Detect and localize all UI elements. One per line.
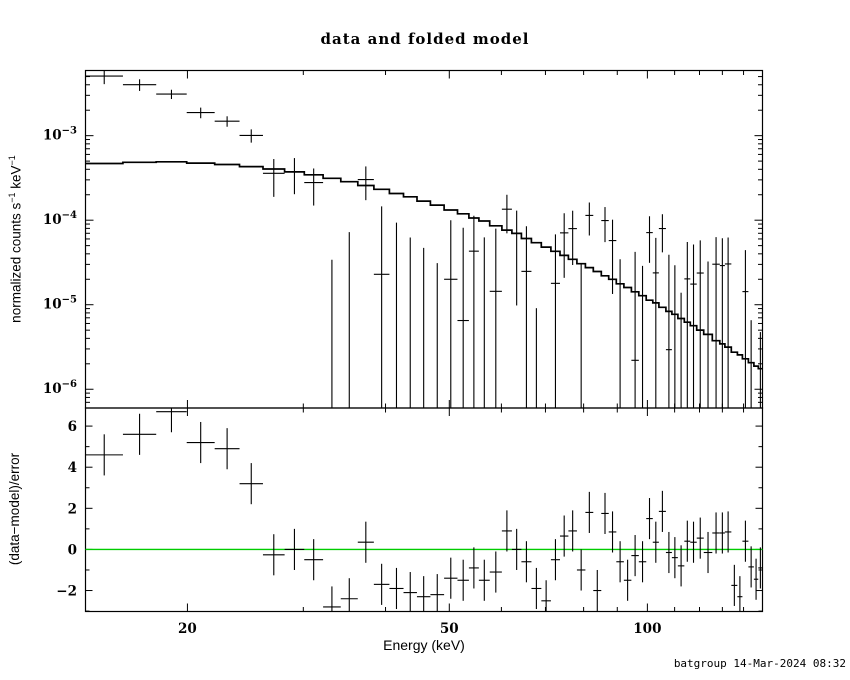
x-tick-label: 50 <box>440 621 459 637</box>
y2-tick-label: 4 <box>68 460 77 476</box>
y2-tick-label: 0 <box>68 542 77 558</box>
x-tick-label: 100 <box>633 621 661 637</box>
timestamp-stamp: batgroup 14-Mar-2024 08:32 <box>673 657 846 670</box>
y1-tick-label: 10−6 <box>43 379 77 397</box>
x-ticks-group: 20 50 100 <box>178 70 745 637</box>
y2-tick-label: −2 <box>56 584 77 600</box>
model-step-line <box>85 160 763 370</box>
y1-label-mid: keV <box>8 165 24 193</box>
y-axis-label-residuals: (data−model)/error <box>7 452 22 566</box>
y1-tick-label: 10−5 <box>43 295 77 313</box>
residuals-group <box>85 408 763 612</box>
y2-ticks-group: 6 4 2 0 −2 <box>56 419 763 612</box>
page-title: data and folded model <box>320 30 530 48</box>
x-tick-label: 20 <box>178 621 197 637</box>
y1-label-sup2: −1 <box>7 155 17 166</box>
y2-tick-label: 6 <box>68 419 77 435</box>
x-axis-label: Energy (keV) <box>383 637 465 653</box>
y1-ticks-group: 10−3 10−4 10−5 10−6 <box>43 76 763 403</box>
y1-tick-label: 10−3 <box>43 126 77 144</box>
y2-tick-label: 2 <box>68 501 77 517</box>
y1-label-sup1: −1 <box>7 192 17 203</box>
y1-tick-label: 10−4 <box>43 210 77 228</box>
data-points-group <box>85 70 761 408</box>
